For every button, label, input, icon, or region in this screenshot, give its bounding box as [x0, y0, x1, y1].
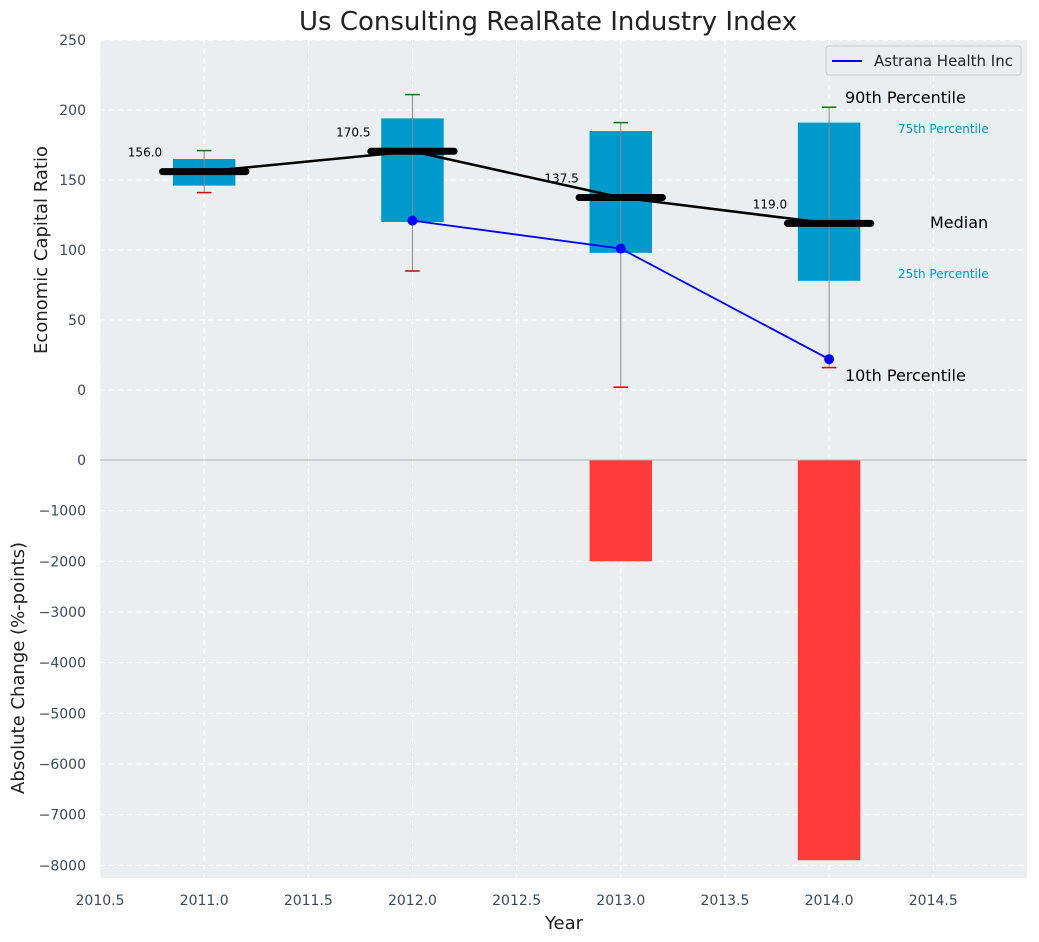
bottom-plot-area — [100, 460, 1027, 878]
median-value-label: 119.0 — [753, 197, 787, 211]
x-tick-label: 2013.0 — [596, 893, 645, 909]
bottom-y-tick-label: 0 — [77, 453, 86, 469]
x-tick-label: 2014.5 — [909, 893, 958, 909]
x-tick-labels: 2010.5 2011.0 2011.5 2012.0 2012.5 2013.0 2013… — [76, 893, 958, 909]
change-bar — [797, 460, 861, 861]
label-median: Median — [930, 213, 988, 232]
top-y-tick-label: 100 — [59, 243, 86, 259]
median-value-label: 156.0 — [128, 146, 162, 160]
bottom-y-tick-label: −4000 — [39, 656, 86, 672]
bottom-y-tick-label: −2000 — [39, 554, 86, 570]
bottom-marks — [589, 460, 861, 861]
bottom-y-axis-label: Absolute Change (%-points) — [8, 542, 29, 794]
x-tick-label: 2014.0 — [805, 893, 854, 909]
label-90th-percentile: 90th Percentile — [845, 88, 966, 107]
bottom-y-tick-label: −7000 — [39, 808, 86, 824]
bottom-gridlines — [99, 459, 1027, 878]
top-y-tick-label: 250 — [59, 33, 86, 49]
x-tick-label: 2011.5 — [284, 893, 333, 909]
company-series-point — [615, 243, 626, 254]
company-series-point — [824, 354, 835, 365]
legend-label: Astrana Health Inc — [874, 52, 1013, 70]
label-25th-percentile: 25th Percentile — [898, 267, 989, 281]
bottom-y-tick-label: −5000 — [39, 706, 86, 722]
top-y-tick-labels: 0 50 100 150 200 250 — [59, 33, 86, 399]
top-panel: 156.0 170.5 137.5 119.0 0 50 100 150 200 250 — [59, 33, 1027, 460]
x-axis-label: Year — [544, 913, 584, 934]
label-75th-percentile: 75th Percentile — [898, 122, 989, 136]
bottom-y-tick-label: −8000 — [39, 858, 86, 874]
legend: Astrana Health Inc — [825, 45, 1022, 76]
legend-box — [825, 45, 1022, 76]
x-tick-label: 2011.0 — [180, 893, 229, 909]
top-y-tick-label: 150 — [59, 173, 86, 189]
median-value-label: 137.5 — [544, 172, 578, 186]
chart-title: Us Consulting RealRate Industry Index — [299, 7, 797, 37]
x-tick-label: 2010.5 — [76, 893, 125, 909]
company-series-point — [407, 215, 418, 226]
bottom-y-tick-labels: 0 −1000 −2000 −3000 −4000 −5000 −6000 −7000 −800… — [39, 453, 86, 874]
bottom-panel: 0 −1000 −2000 −3000 −4000 −5000 −6000 −7000 −800… — [39, 453, 1027, 909]
median-trend-line — [204, 150, 830, 225]
top-y-tick-label: 50 — [68, 313, 86, 329]
bottom-y-tick-label: −3000 — [39, 605, 86, 621]
top-y-axis-label: Economic Capital Ratio — [31, 146, 52, 354]
bottom-y-tick-label: −1000 — [39, 504, 86, 520]
x-tick-label: 2012.5 — [492, 893, 541, 909]
top-y-tick-label: 0 — [77, 383, 86, 399]
median-value-label: 170.5 — [336, 125, 370, 139]
bottom-y-tick-label: −6000 — [39, 757, 86, 773]
top-y-tick-label: 200 — [59, 103, 86, 119]
x-tick-label: 2012.0 — [388, 893, 437, 909]
label-10th-percentile: 10th Percentile — [845, 366, 966, 385]
x-tick-label: 2013.5 — [700, 893, 749, 909]
top-marks: 156.0 170.5 137.5 119.0 — [128, 93, 875, 388]
change-bar — [589, 460, 653, 562]
